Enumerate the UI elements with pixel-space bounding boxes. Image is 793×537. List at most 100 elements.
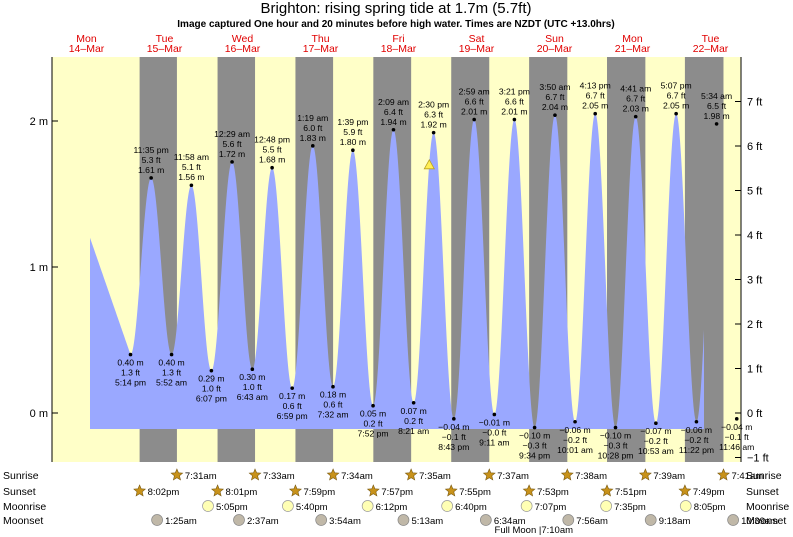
legend-row-label-left: Moonset xyxy=(3,515,43,527)
sunrise-time: 7:39am xyxy=(653,471,685,482)
tide-area xyxy=(90,113,704,429)
low-tide-dot xyxy=(734,417,739,421)
high-tide-m: 2.05 m xyxy=(582,101,608,111)
high-tide-ft: 5.5 ft xyxy=(263,145,283,155)
day-date: 20–Mar xyxy=(537,43,573,55)
sunrise-icon xyxy=(404,468,418,481)
high-tide-dot xyxy=(553,113,557,117)
left-tick-label: 0 m xyxy=(30,408,48,420)
moonset-time: 10:39am xyxy=(741,516,778,527)
high-tide-time: 12:29 am xyxy=(214,129,250,139)
high-tide-ft: 6.3 ft xyxy=(424,110,444,120)
right-tick-label: 2 ft xyxy=(747,319,762,331)
moonset-time: 7:56am xyxy=(576,516,608,527)
moonrise-icon xyxy=(282,500,294,512)
moonset-icon xyxy=(151,514,163,526)
low-tide-dot xyxy=(452,417,456,421)
sunrise-time: 7:35am xyxy=(419,471,451,482)
moonset-icon xyxy=(479,514,492,526)
sunset-icon xyxy=(522,484,536,497)
moonrise-time: 5:05pm xyxy=(216,502,248,513)
high-tide-ft: 5.1 ft xyxy=(182,162,202,172)
low-tide-dot xyxy=(250,367,255,372)
high-tide-dot xyxy=(512,117,517,122)
day-name: Sun xyxy=(545,33,564,45)
right-tick-label: 3 ft xyxy=(747,274,762,286)
moonset-time: 5:13am xyxy=(411,516,443,527)
high-tide-time: 12:48 pm xyxy=(254,135,290,145)
day-name: Mon xyxy=(76,33,97,45)
sunrise-time: 7:38am xyxy=(575,471,607,482)
low-tide-m: 0.30 m xyxy=(239,372,265,382)
sunrise-icon xyxy=(560,468,574,481)
low-tide-m: 0.29 m xyxy=(198,374,224,384)
high-tide-ft: 6.5 ft xyxy=(707,101,727,111)
sunset-icon xyxy=(678,484,692,497)
high-tide-ft: 6.4 ft xyxy=(384,107,404,117)
moonset-icon xyxy=(727,514,739,526)
legend-row-label-left: Moonrise xyxy=(3,501,46,513)
left-tick-label: 2 m xyxy=(30,116,48,128)
right-tick-label: 4 ft xyxy=(747,230,762,242)
moonrise-time: 6:12pm xyxy=(376,502,408,513)
sunset-time: 7:53pm xyxy=(537,487,569,498)
low-tide-ft: −0.3 ft xyxy=(523,441,548,451)
high-tide-ft: 6.7 ft xyxy=(545,92,565,102)
right-tick-label: 0 ft xyxy=(747,408,762,420)
day-date: 15–Mar xyxy=(147,43,183,55)
sunrise-icon xyxy=(170,468,184,481)
high-tide-m: 1.98 m xyxy=(703,111,729,121)
high-tide-dot xyxy=(674,111,678,116)
day-name: Tue xyxy=(156,33,174,45)
low-tide-ft: 1.0 ft xyxy=(202,384,222,394)
sunset-time: 8:01pm xyxy=(226,487,258,498)
day-date: 17–Mar xyxy=(303,43,339,55)
low-tide-time: 10:28 pm xyxy=(598,451,634,461)
low-tide-m: 0.07 m xyxy=(400,406,426,416)
high-tide-dot xyxy=(270,165,274,170)
low-tide-m: −0.07 m xyxy=(640,426,671,436)
high-tide-dot xyxy=(714,122,719,126)
high-tide-ft: 6.7 ft xyxy=(586,91,606,101)
high-tide-dot xyxy=(431,130,436,135)
low-tide-m: −0.10 m xyxy=(519,431,550,441)
sunset-icon xyxy=(211,484,225,497)
low-tide-ft: 0.2 ft xyxy=(404,416,424,426)
high-tide-time: 3:50 am xyxy=(539,82,570,92)
low-tide-dot xyxy=(492,412,497,417)
high-tide-m: 1.72 m xyxy=(219,149,245,159)
left-tick-label: 1 m xyxy=(30,262,48,274)
low-tide-time: 9:34 pm xyxy=(519,451,550,461)
low-tide-ft: −0.0 ft xyxy=(482,427,507,437)
low-tide-m: 0.40 m xyxy=(117,358,143,368)
high-tide-dot xyxy=(633,114,638,119)
day-name: Mon xyxy=(622,33,643,45)
sunrise-icon xyxy=(717,468,730,481)
day-date: 16–Mar xyxy=(225,43,261,55)
high-tide-ft: 6.0 ft xyxy=(303,123,323,133)
low-tide-time: 8:21 am xyxy=(398,426,429,436)
sunset-time: 7:59pm xyxy=(303,487,335,498)
low-tide-dot xyxy=(654,421,658,426)
high-tide-time: 1:39 pm xyxy=(337,117,368,127)
low-tide-dot xyxy=(371,403,375,408)
low-tide-ft: −0.2 ft xyxy=(684,435,709,445)
high-tide-dot xyxy=(472,117,476,122)
low-tide-m: −0.06 m xyxy=(681,425,712,435)
sunrise-time: 7:31am xyxy=(185,471,217,482)
low-tide-ft: 1.3 ft xyxy=(121,368,141,378)
high-tide-ft: 6.7 ft xyxy=(667,91,687,101)
high-tide-time: 1:19 am xyxy=(297,113,328,123)
moonset-icon xyxy=(233,514,245,526)
right-tick-label: 5 ft xyxy=(747,185,762,197)
high-tide-time: 4:13 pm xyxy=(580,81,611,91)
moonset-icon xyxy=(644,514,657,526)
moonrise-icon xyxy=(600,500,612,512)
low-tide-m: −0.04 m xyxy=(721,422,752,432)
high-tide-m: 2.01 m xyxy=(461,107,487,117)
high-tide-dot xyxy=(149,176,153,180)
low-tide-dot xyxy=(573,419,577,424)
low-tide-time: 5:14 pm xyxy=(115,378,146,388)
low-tide-ft: 1.3 ft xyxy=(162,368,182,378)
